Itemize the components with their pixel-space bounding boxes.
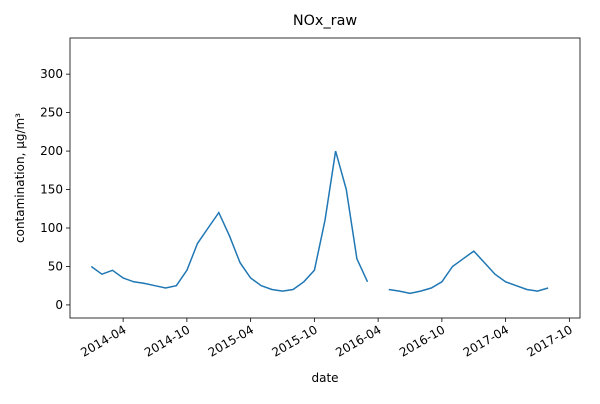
y-tick-label: 100 bbox=[40, 221, 63, 235]
x-tick-label: 2016-04 bbox=[333, 322, 383, 359]
y-axis-label: contamination, µg/m³ bbox=[13, 113, 27, 243]
data-line bbox=[90, 150, 369, 292]
y-tick-label: 300 bbox=[40, 67, 63, 81]
chart-title: NOx_raw bbox=[293, 13, 358, 29]
x-tick-label: 2017-10 bbox=[524, 322, 574, 359]
x-tick-label: 2015-10 bbox=[269, 322, 319, 359]
y-tick-label: 0 bbox=[55, 298, 63, 312]
y-tick-label: 200 bbox=[40, 144, 63, 158]
x-tick-label: 2016-10 bbox=[397, 322, 447, 359]
plot-frame bbox=[69, 37, 581, 319]
x-tick-label: 2014-04 bbox=[78, 322, 128, 359]
y-tick-label: 150 bbox=[40, 183, 63, 197]
y-tick-label: 50 bbox=[48, 259, 63, 273]
data-line bbox=[388, 250, 549, 295]
x-tick-label: 2015-04 bbox=[206, 322, 256, 359]
x-tick-label: 2014-10 bbox=[142, 322, 192, 359]
y-tick-label: 250 bbox=[40, 106, 63, 120]
x-axis-label: date bbox=[311, 371, 338, 385]
x-tick-label: 2017-04 bbox=[461, 322, 511, 359]
